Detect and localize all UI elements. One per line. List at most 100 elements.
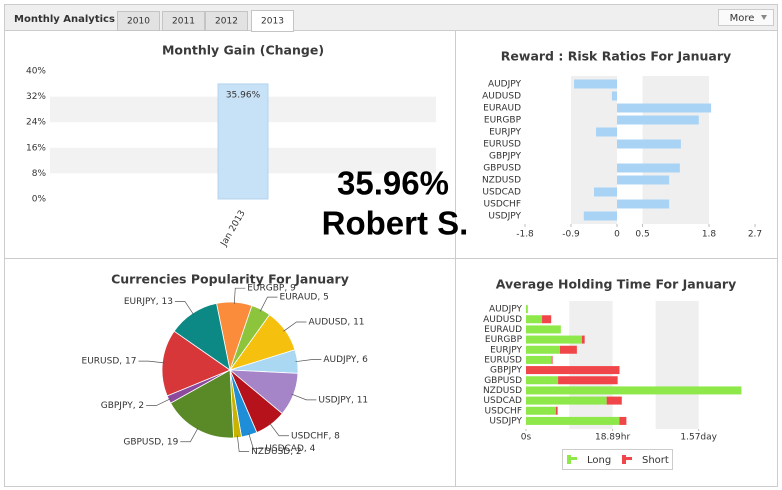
chart-title: Average Holding Time For January xyxy=(496,277,736,292)
x-tick-label: 0s xyxy=(521,433,532,443)
bar-segment xyxy=(559,345,577,354)
tab-label[interactable]: 2013 xyxy=(261,17,284,27)
bar xyxy=(217,83,269,200)
bar-segment xyxy=(526,386,742,395)
legend-label: Long xyxy=(587,455,611,466)
leader-line xyxy=(295,359,322,363)
chart-title: Currencies Popularity For January xyxy=(111,272,349,287)
leader-line xyxy=(233,287,246,305)
y-tick-label: AUDUSD xyxy=(482,92,521,102)
y-tick-label: USDJPY xyxy=(489,416,522,426)
bar-segment xyxy=(526,315,543,324)
slice-label: USDCAD, 4 xyxy=(265,444,315,454)
tab[interactable] xyxy=(117,11,160,31)
more-arrow xyxy=(761,15,767,20)
more-label[interactable]: More xyxy=(730,13,755,24)
x-tick-label: 0 xyxy=(614,230,620,240)
tab-label[interactable]: 2011 xyxy=(172,17,195,27)
header-title: Monthly Analytics xyxy=(14,14,115,25)
leader-line xyxy=(174,301,195,316)
bar-segment xyxy=(526,305,528,314)
band xyxy=(642,76,709,224)
bar-segment xyxy=(542,315,552,324)
legend-swatch xyxy=(571,457,577,460)
x-tick-label: 2.7 xyxy=(748,230,762,240)
more-button[interactable] xyxy=(718,9,774,26)
tab-label[interactable]: 2010 xyxy=(127,17,150,27)
y-tick-label: USDCAD xyxy=(483,396,522,406)
bar-segment xyxy=(551,355,553,364)
bar xyxy=(617,103,712,113)
y-tick-label: NZDUSD xyxy=(483,386,522,396)
slice-label: AUDJPY, 6 xyxy=(323,355,368,365)
x-tick-label: 0.5 xyxy=(635,230,649,240)
leader-line xyxy=(237,435,250,452)
y-tick-label: AUDUSD xyxy=(483,315,522,325)
legend-swatch xyxy=(626,457,632,460)
y-tick-label: 32% xyxy=(26,92,46,102)
tabs: 2010 2011 2012 2013 xyxy=(117,10,294,32)
band xyxy=(571,76,617,224)
tab[interactable] xyxy=(251,10,294,32)
tab-label[interactable]: 2012 xyxy=(215,17,238,27)
slice-label: GBPUSD, 19 xyxy=(123,437,178,447)
slice-label: USDJPY, 11 xyxy=(318,395,368,405)
overlay-gain: 35.96% xyxy=(337,165,449,202)
y-tick-label: EURJPY xyxy=(489,128,521,138)
band xyxy=(569,301,613,429)
slice-label: NZDUSD, 2 xyxy=(251,447,302,457)
charts: Monthly Gain (Change) 0% 8% 16% 24% 32% 40% 35.… xyxy=(26,43,762,470)
y-tick-label: EURAUD xyxy=(483,104,521,114)
y-tick-label: AUDJPY xyxy=(489,305,523,315)
bar-segment xyxy=(526,406,556,415)
legend-swatch xyxy=(567,455,571,464)
band xyxy=(655,301,699,429)
y-tick-label: 40% xyxy=(26,67,46,77)
x-tick-label: -0.9 xyxy=(562,230,580,240)
y-tick-label: 0% xyxy=(32,195,47,205)
y-tick-label: EURUSD xyxy=(484,355,522,365)
overlay-name: Robert S. xyxy=(322,205,469,242)
bar-segment xyxy=(526,335,582,344)
bar-segment xyxy=(606,396,622,405)
tab[interactable] xyxy=(205,11,248,31)
bar xyxy=(583,211,617,221)
bar xyxy=(617,163,680,173)
leader-line xyxy=(283,321,307,332)
leader-line xyxy=(146,398,171,406)
slice-label: AUDUSD, 11 xyxy=(308,317,364,327)
leader-line xyxy=(248,433,264,449)
bar xyxy=(617,175,670,185)
x-tick-label: 1.57day xyxy=(680,433,717,443)
x-tick-label: 18.89hr xyxy=(595,433,630,443)
y-tick-label: USDCAD xyxy=(482,188,521,198)
bar xyxy=(594,187,617,197)
x-tick-label: 1.8 xyxy=(702,230,717,240)
y-tick-label: GBPJPY xyxy=(489,152,521,162)
bar-segment xyxy=(526,325,561,334)
legend-swatch xyxy=(622,455,626,464)
chart-title: Reward : Risk Ratios For January xyxy=(501,49,731,64)
x-tick-label: -1.8 xyxy=(516,230,534,240)
y-tick-label: USDCHF xyxy=(485,406,522,416)
leader-line xyxy=(180,427,199,443)
slice-label: EURGBP, 9 xyxy=(247,284,296,294)
y-tick-label: USDCHF xyxy=(484,200,521,210)
leader-line xyxy=(291,393,317,401)
chart-title: Monthly Gain (Change) xyxy=(162,43,324,58)
bar-segment xyxy=(526,396,607,405)
bar xyxy=(617,115,699,125)
slice-label: USDCHF, 8 xyxy=(291,431,340,441)
bar xyxy=(617,199,670,209)
bar-segment xyxy=(619,416,627,425)
tab[interactable] xyxy=(162,11,205,31)
bar xyxy=(617,139,681,149)
bar-segment xyxy=(526,366,620,375)
slice-label: GBPJPY, 2 xyxy=(101,401,144,411)
leader-line xyxy=(259,296,278,312)
y-tick-label: 24% xyxy=(26,118,46,128)
legend-label: Short xyxy=(642,455,669,466)
bar-segment xyxy=(555,406,558,415)
bar-segment xyxy=(558,376,618,385)
